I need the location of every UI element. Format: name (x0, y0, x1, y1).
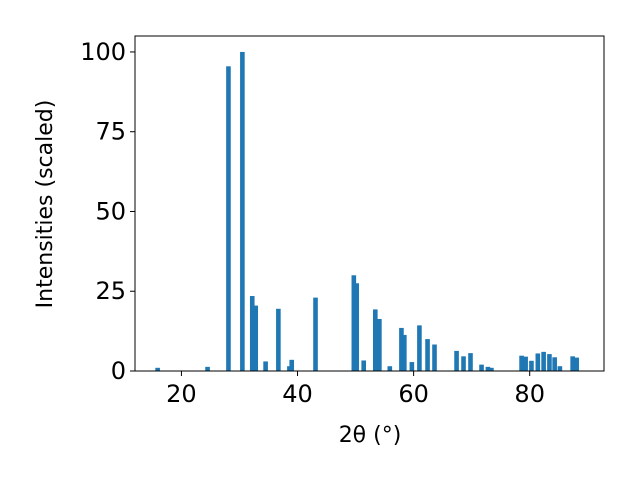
bar (361, 360, 366, 371)
bar (399, 327, 404, 371)
bar (570, 356, 575, 371)
bar (249, 296, 255, 371)
x-tick-label: 20 (166, 380, 197, 408)
y-tick-label: 25 (95, 277, 126, 305)
bar (468, 353, 473, 371)
bar (287, 366, 292, 371)
bar (354, 283, 360, 371)
bar (402, 334, 407, 371)
bar (529, 360, 534, 371)
bar (535, 353, 541, 371)
bar (313, 297, 318, 371)
y-tick-label: 100 (80, 38, 126, 66)
bar (541, 351, 546, 371)
bar (547, 354, 552, 371)
y-tick-label: 75 (95, 118, 126, 146)
bar (417, 325, 422, 371)
bar (523, 356, 528, 371)
y-axis-label: Intensities (scaled) (33, 100, 58, 309)
bar (409, 362, 415, 371)
bar (377, 318, 382, 371)
bar (574, 357, 580, 371)
bar (155, 367, 160, 371)
x-tick-label: 40 (282, 380, 313, 408)
bar (485, 366, 491, 371)
bar (289, 359, 295, 371)
bar (226, 66, 231, 372)
bar (387, 366, 393, 371)
bar (479, 364, 484, 371)
bar (351, 275, 357, 371)
y-tick-label: 50 (95, 197, 126, 225)
bar (489, 367, 494, 371)
bar (276, 308, 281, 371)
x-axis-label: 2θ (°) (339, 423, 402, 448)
plot-frame (134, 35, 605, 372)
bar (425, 339, 430, 371)
x-tick-label: 80 (514, 380, 545, 408)
bar (519, 355, 524, 371)
bar (552, 357, 557, 371)
bar (263, 361, 268, 371)
x-tick-label: 60 (398, 380, 429, 408)
bar (454, 350, 459, 371)
bar (205, 366, 210, 371)
bar (461, 356, 466, 371)
bar (240, 51, 245, 371)
bar (432, 344, 437, 371)
bar (373, 309, 378, 371)
bar (253, 305, 259, 371)
y-tick-label: 0 (111, 357, 126, 385)
bar (557, 366, 563, 371)
